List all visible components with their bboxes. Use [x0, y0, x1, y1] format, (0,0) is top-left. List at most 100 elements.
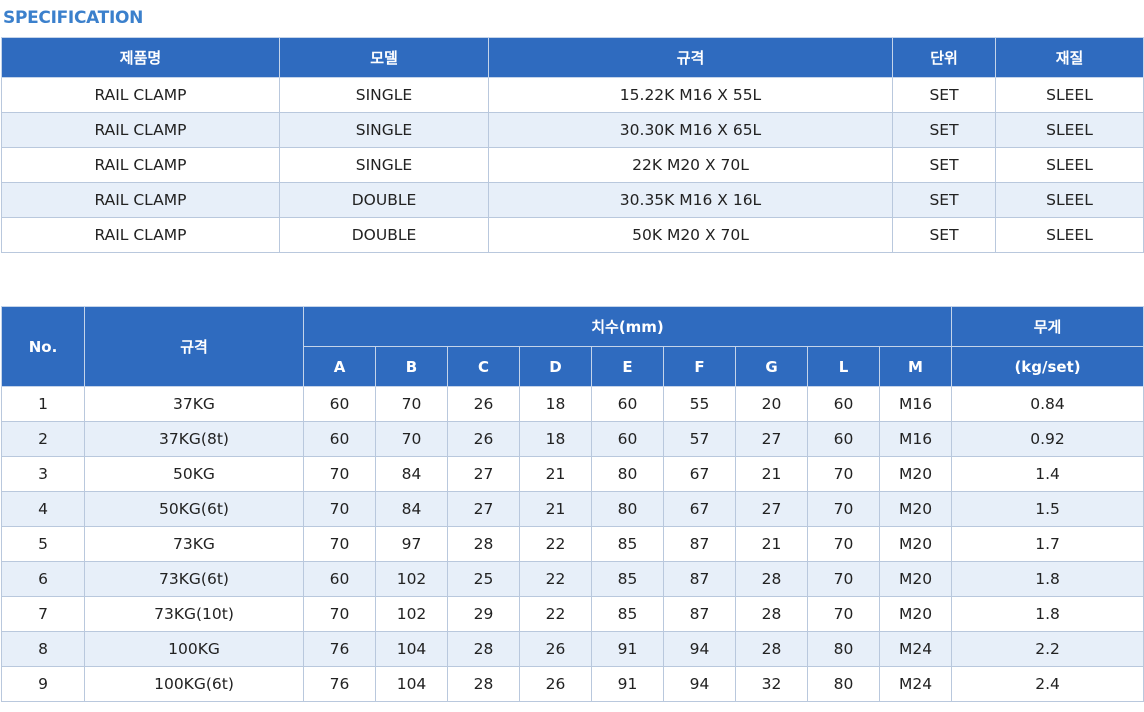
table-cell: 70 [807, 561, 880, 597]
dim-table-row: 5 73KG 70 97 28 22 85 87 21 70 M20 1.7 [1, 526, 1144, 562]
table-cell: 70 [375, 421, 448, 457]
table-cell: 55 [663, 386, 736, 422]
table-cell: 18 [519, 386, 592, 422]
header-unit: 단위 [892, 37, 996, 78]
header-dim-e: E [591, 346, 664, 387]
table-cell: 100KG [84, 631, 304, 667]
dim-table-row: 8 100KG 76 104 28 26 91 94 28 80 M24 2.2 [1, 631, 1144, 667]
table-cell: 30.35K M16 X 16L [488, 182, 893, 218]
table-cell: 18 [519, 421, 592, 457]
table-cell: 84 [375, 456, 448, 492]
header-dimensions: 치수(mm) [302, 306, 953, 347]
table-cell: 1.4 [951, 456, 1144, 492]
dim-table-row: 4 50KG(6t) 70 84 27 21 80 67 27 70 M20 1.5 [1, 491, 1144, 527]
table-cell: 25 [447, 561, 520, 597]
table-cell: 70 [303, 596, 376, 632]
table-cell: RAIL CLAMP [1, 147, 280, 183]
header-product-name: 제품명 [1, 37, 280, 78]
table-cell: 104 [375, 666, 448, 702]
table-cell: 22K M20 X 70L [488, 147, 893, 183]
table-cell: 6 [1, 561, 85, 597]
table-cell: 104 [375, 631, 448, 667]
table-cell: 1.5 [951, 491, 1144, 527]
spec-header-row: 제품명 모델 규격 단위 재질 [1, 37, 1144, 78]
dimension-table: No. 규격 치수(mm) 무게 A B C D E F G L M (kg/s… [1, 306, 1144, 702]
table-cell: 50KG [84, 456, 304, 492]
table-cell: M16 [878, 421, 953, 457]
header-dim-a: A [303, 346, 376, 387]
table-cell: 32 [735, 666, 808, 702]
table-cell: 70 [303, 491, 376, 527]
table-cell: M20 [878, 561, 953, 597]
table-cell: 30.30K M16 X 65L [488, 112, 893, 148]
dim-table-row: 2 37KG(8t) 60 70 26 18 60 57 27 60 M16 0.92 [1, 421, 1144, 457]
table-cell: 22 [519, 596, 592, 632]
table-cell: 97 [375, 526, 448, 562]
table-cell: DOUBLE [279, 182, 489, 218]
table-cell: 20 [735, 386, 808, 422]
table-cell: 73KG [84, 526, 304, 562]
table-cell: 70 [807, 456, 880, 492]
table-cell: M24 [878, 631, 953, 667]
header-dim-m: M [878, 346, 953, 387]
dim-table-row: 1 37KG 60 70 26 18 60 55 20 60 M16 0.84 [1, 386, 1144, 422]
table-cell: RAIL CLAMP [1, 217, 280, 253]
dim-table-row: 7 73KG(10t) 70 102 29 22 85 87 28 70 M20 1.8 [1, 596, 1144, 632]
table-cell: M24 [878, 666, 953, 702]
header-model: 모델 [279, 37, 489, 78]
table-cell: 85 [591, 596, 664, 632]
section-title: SPECIFICATION [3, 8, 144, 28]
table-cell: 91 [591, 631, 664, 667]
dim-header-row-2: A B C D E F G L M (kg/set) [2, 346, 1144, 387]
table-cell: 21 [735, 456, 808, 492]
header-weight-unit: (kg/set) [951, 346, 1144, 387]
table-cell: SLEEL [995, 217, 1144, 253]
table-cell: 60 [303, 386, 376, 422]
table-cell: 87 [663, 561, 736, 597]
table-cell: 26 [519, 631, 592, 667]
table-cell: 27 [447, 491, 520, 527]
table-cell: SINGLE [279, 77, 489, 113]
header-weight: 무게 [951, 306, 1144, 347]
table-cell: 0.92 [951, 421, 1144, 457]
header-dim-l: L [807, 346, 880, 387]
table-cell: 60 [591, 421, 664, 457]
table-cell: 73KG(6t) [84, 561, 304, 597]
table-cell: 26 [447, 386, 520, 422]
table-cell: 28 [447, 631, 520, 667]
table-cell: 60 [591, 386, 664, 422]
table-cell: 80 [807, 666, 880, 702]
spec-table-row: RAIL CLAMP SINGLE 30.30K M16 X 65L SET SLEEL [1, 112, 1144, 148]
table-cell: 8 [1, 631, 85, 667]
table-cell: SLEEL [995, 112, 1144, 148]
table-cell: 37KG [84, 386, 304, 422]
table-cell: 100KG(6t) [84, 666, 304, 702]
table-cell: M20 [878, 456, 953, 492]
header-spec: 규격 [84, 306, 304, 387]
table-cell: RAIL CLAMP [1, 182, 280, 218]
table-cell: SINGLE [279, 112, 489, 148]
table-cell: 70 [807, 596, 880, 632]
table-cell: 28 [735, 631, 808, 667]
table-cell: 50KG(6t) [84, 491, 304, 527]
header-no: No. [1, 306, 85, 387]
table-cell: 28 [735, 596, 808, 632]
table-cell: M20 [878, 596, 953, 632]
table-cell: 15.22K M16 X 55L [488, 77, 893, 113]
table-cell: SET [892, 112, 996, 148]
dim-header-row-1: No. 규격 치수(mm) 무게 [1, 306, 1144, 387]
table-cell: M16 [878, 386, 953, 422]
table-cell: 70 [375, 386, 448, 422]
table-cell: 67 [663, 491, 736, 527]
spec-table-row: RAIL CLAMP DOUBLE 30.35K M16 X 16L SET SLEEL [1, 182, 1144, 218]
table-cell: 1.8 [951, 561, 1144, 597]
table-cell: 2 [1, 421, 85, 457]
table-cell: 60 [303, 561, 376, 597]
table-cell: SET [892, 77, 996, 113]
table-cell: 28 [447, 666, 520, 702]
table-cell: 2.2 [951, 631, 1144, 667]
table-cell: 84 [375, 491, 448, 527]
spec-table: 제품명 모델 규격 단위 재질 RAIL CLAMP SINGLE 15.22K M… [1, 37, 1144, 253]
table-cell: 50K M20 X 70L [488, 217, 893, 253]
table-cell: 67 [663, 456, 736, 492]
